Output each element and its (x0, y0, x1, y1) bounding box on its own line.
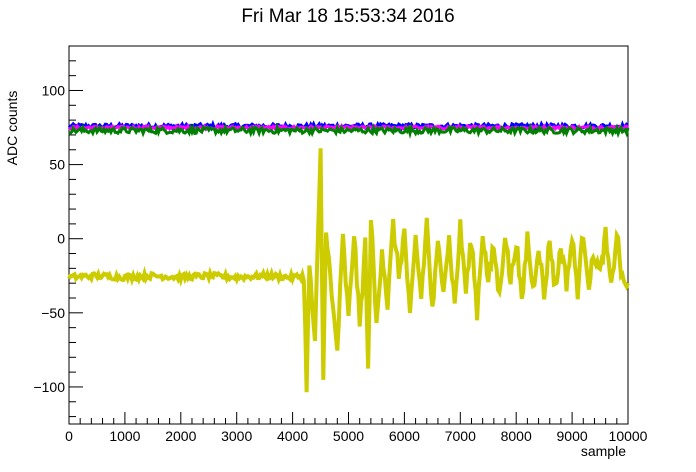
x-tick-label: 6000 (389, 428, 420, 444)
series-line-2 (68, 122, 630, 140)
y-tick-label: −100 (33, 379, 65, 395)
plot-frame (68, 45, 629, 425)
y-tick-label: 100 (42, 82, 66, 98)
y-tick-label: 0 (57, 231, 65, 247)
x-tick-label: 10000 (609, 428, 648, 444)
x-tick-label: 4000 (277, 428, 308, 444)
series-line-3 (67, 148, 630, 393)
x-tick-label: 5000 (333, 428, 364, 444)
x-tick-label: 1000 (109, 428, 140, 444)
x-tick-label: 9000 (557, 428, 588, 444)
x-axis-label: sample (580, 443, 626, 459)
x-tick-label: 3000 (221, 428, 252, 444)
chart-title: Fri Mar 18 15:53:34 2016 (241, 6, 455, 27)
y-tick-label: 50 (49, 157, 65, 173)
x-tick-label: 0 (65, 428, 73, 444)
y-tick-label: −50 (41, 305, 65, 321)
x-tick-label: 7000 (445, 428, 476, 444)
x-tick-label: 8000 (501, 428, 532, 444)
x-tick-label: 2000 (165, 428, 196, 444)
